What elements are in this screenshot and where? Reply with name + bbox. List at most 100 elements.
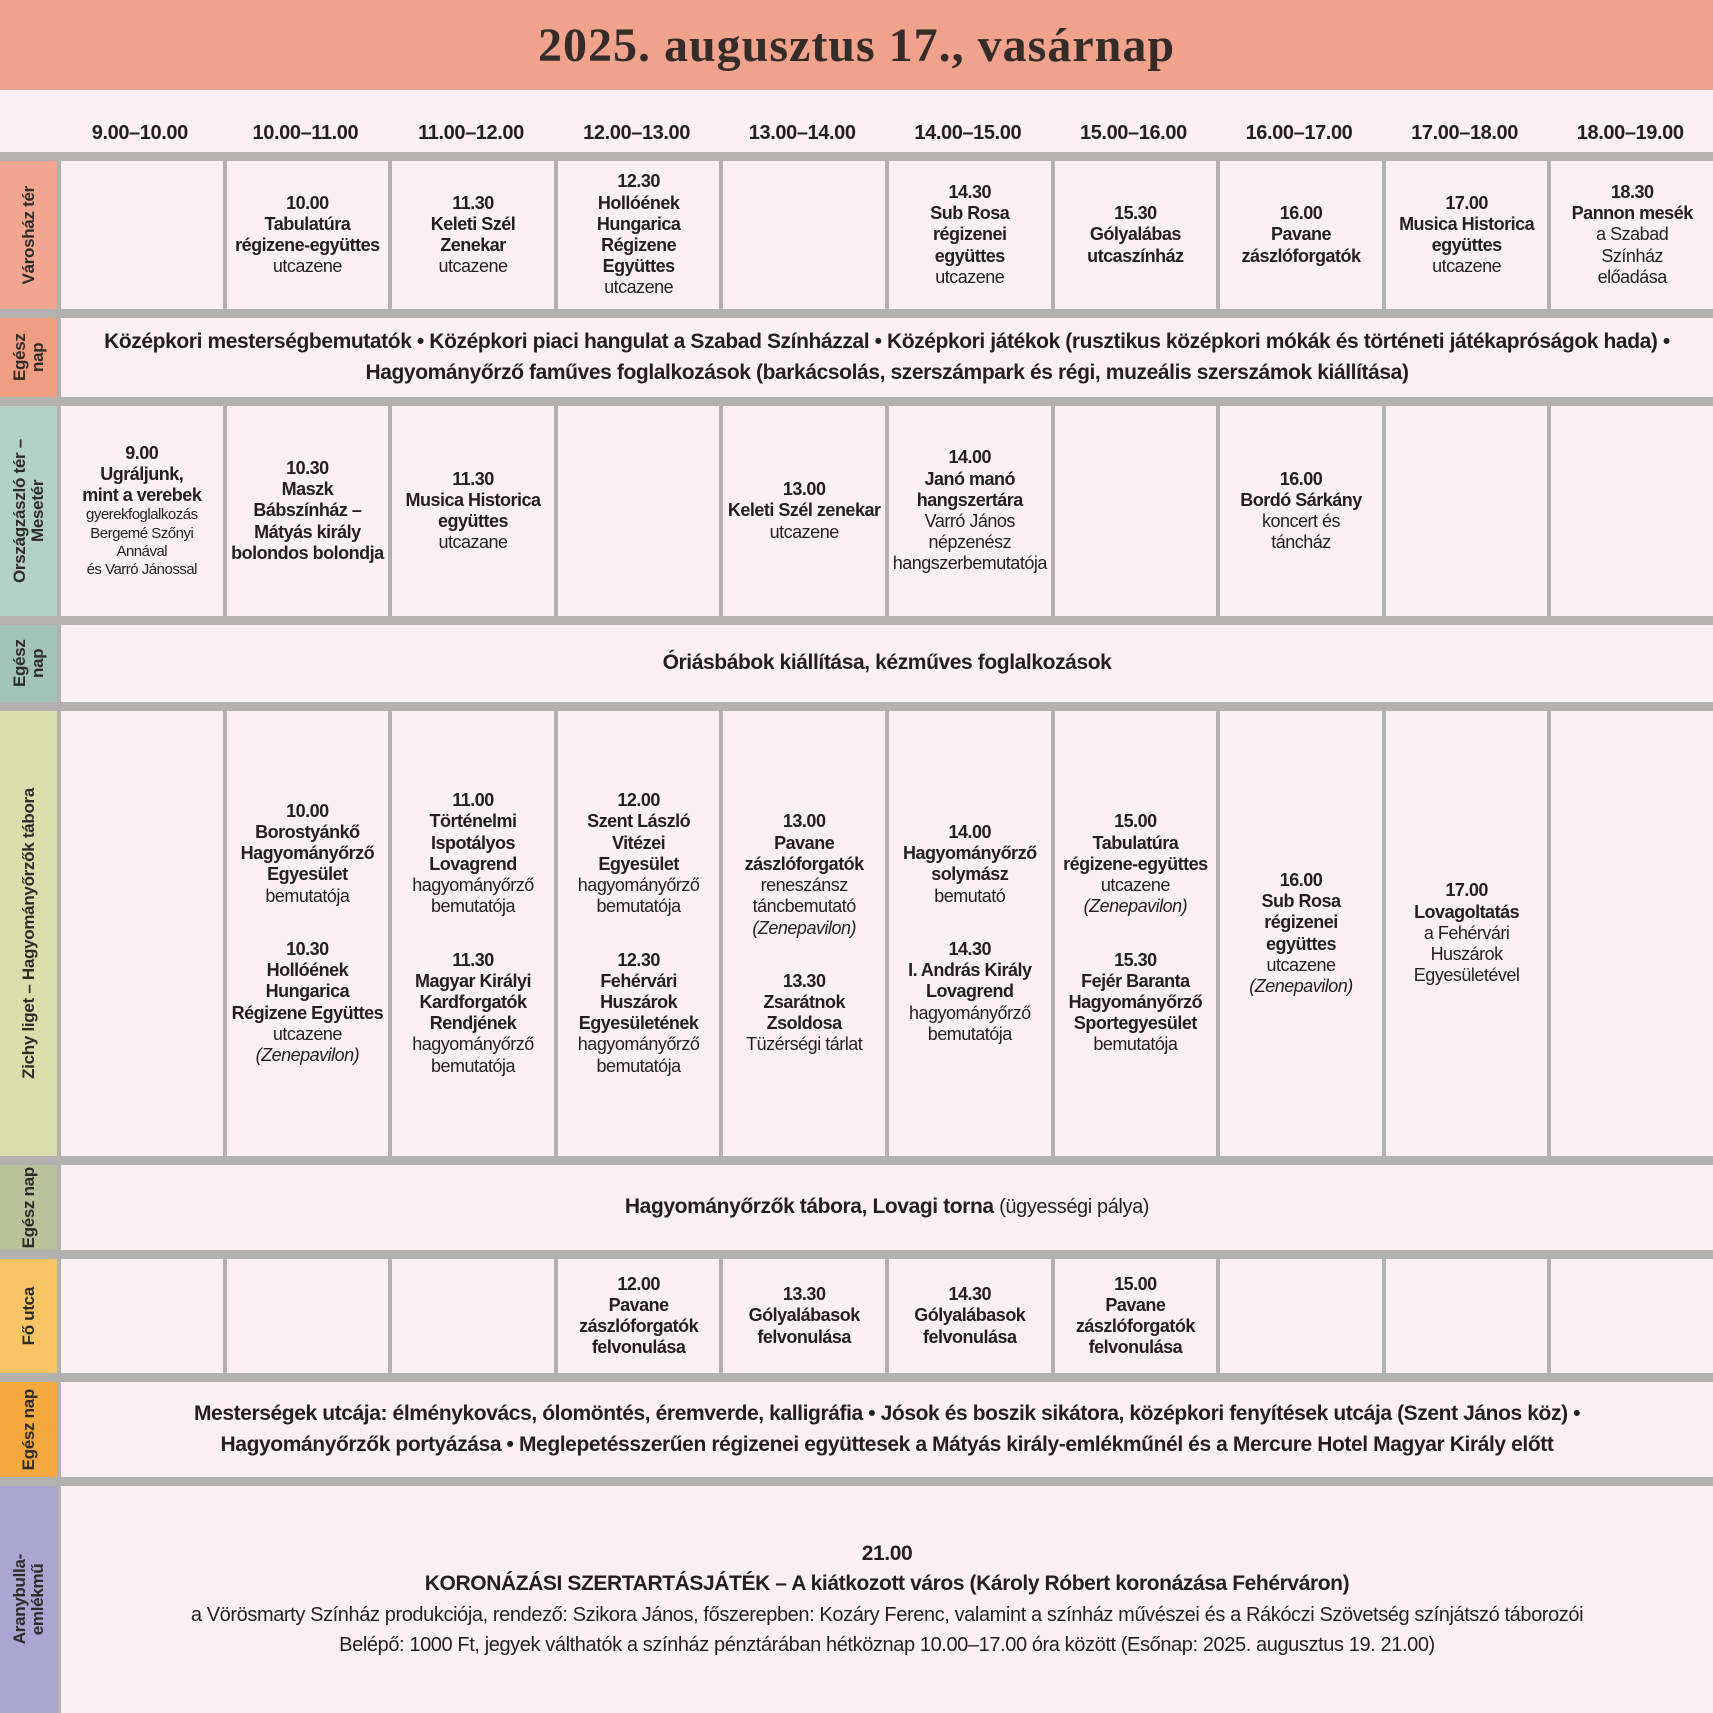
event-line: utcazene [769,521,840,542]
event-cell: 13.00 Keleti Szél zenekar utcazene [723,406,885,616]
event-line: Huszárok [1430,944,1504,965]
event-line: 13.00 [782,479,826,500]
allday-text-line: Hagyományőrzők tábora, Lovagi torna (ügy… [624,1195,1150,1219]
time-slot-label: 16.00–17.00 [1245,122,1353,144]
event-line: 12.00 [617,1273,660,1294]
event-line: Régizene [601,235,677,255]
event-line: 11.30 [452,192,494,213]
event-line: Borostyánkő [255,821,360,842]
event-line: Lovagoltatás [1414,901,1520,922]
empty-cell [1551,406,1713,616]
event-line: Musica Historica [1399,213,1535,234]
event-line: előadása [1597,266,1668,287]
date-header: 2025. augusztus 17., vasárnap [0,0,1713,90]
event-line: 10.00 [286,800,329,821]
event: 14.00 Hagyományőrző solymász bemutató [903,822,1037,907]
allday-text-line: Hagyományőrző faműves foglalkozások (bar… [365,360,1409,384]
event-line: Tabulatúra [1092,832,1179,853]
event: 13.30 Zsarátnok Zsoldosa Tüzérségi tárlat [746,971,863,1056]
event-line: régizene-együttes [235,235,380,255]
event-line: Fehérvári [600,970,677,991]
event: 12.30 Fehérvári Huszárok Egyesületének hagyo… [578,950,700,1077]
row-label: Egész nap [0,1382,57,1477]
event-line: hagyományőrző [577,875,700,896]
event-line: táncház [1271,532,1331,553]
event: 10.00 Tabulatúra régizene-együttes utcazene [235,193,380,278]
event: 10.00 Borostyánkő Hagyományőrző Egyesület be… [241,801,375,907]
event: 16.00 Bordó Sárkány koncert és táncház [1240,469,1362,554]
event-line: 11.00 [452,790,494,811]
row-label: Egész nap [0,1165,57,1250]
event-line: hangszerbemutatója [892,553,1048,574]
event-line: 17.00 [1445,880,1488,901]
event-line: utcazene [438,256,508,277]
empty-cell [61,161,223,309]
event-cell: 10.00 Tabulatúra régizene-együttes utcazene [226,161,389,309]
event-line: bemutatója [596,896,682,917]
event-line: Sub Rosa [1261,891,1341,912]
event-line: a Szabad [1596,224,1669,245]
allday-text-line: Óriásbábok kiállítása, kézműves foglalko… [662,651,1112,675]
empty-cell [392,1259,554,1373]
event-line: 16.00 [1279,869,1323,890]
schedule-table: Városház tér 10.00 Tabulatúra régizene-együ… [0,161,1713,1713]
row-label-text: Zichy liget – Hagyományőrzők tábora [18,788,38,1079]
event-line: hagyományőrző [412,875,534,896]
event-line: Egyesület [267,864,348,885]
event-cell: 12.00 Pavane zászlóforgatók felvonulása [557,1259,720,1373]
time-slot-label: 13.00–14.00 [748,122,856,144]
event-cell: 14.00 Janó manó hangszertára Varró János nép… [889,406,1051,616]
event-line: zászlóforgatók [744,853,865,874]
event-line: Keleti Szél [430,213,516,234]
event-line: Pavane [1105,1294,1166,1315]
event: 12.00 Pavane zászlóforgatók felvonulása [579,1273,699,1359]
event-line: Hagyományőrző [1068,991,1203,1012]
event: 10.30 Hollóének Hungarica Régizene Együttes… [232,939,384,1066]
event-line: bemutatója [596,1055,682,1076]
event-line: bemutatója [1093,1034,1178,1055]
allday-text-line: Belépő: 1000 Ft, jegyek válthatók a szín… [339,1633,1435,1656]
event-cell: 17.00 Lovagoltatás a Fehérvári Huszárok Egye… [1385,711,1548,1156]
event-line: gyerekfoglalkozás [86,506,198,524]
allday-row: Egész nap Óriásbábok kiállítása, kézműves… [0,625,1713,702]
event: 15.30 Fejér Baranta Hagyományőrző Sportegye… [1069,950,1203,1056]
event-line: Pavane [608,1294,670,1315]
event-line: 12.30 [617,949,660,970]
event-cell: 15.00 Pavane zászlóforgatók felvonulása [1054,1259,1217,1373]
event-line: bemutatója [430,1055,516,1076]
event-line: bemutató [934,885,1006,906]
event-line: 15.30 [1114,949,1157,970]
event-cell: 12.00 Szent László Vitézei Egyesület hagyomá… [557,711,720,1156]
event-line: Bergemé Szőnyi [90,524,194,542]
event-line: hagyományőrző [412,1034,534,1055]
event: 18.30 Pannon mesék a Szabad Színház előadása [1572,182,1694,288]
event-line: bemutatója [265,885,350,906]
event-line: együttes [437,511,509,531]
event-line: Régizene Együttes [231,1002,384,1023]
empty-cell [226,1259,389,1373]
event-line: utcazene [935,266,1005,287]
event-line: utcazene [272,256,343,277]
event-line: Sub Rosa [930,203,1010,224]
event-line: utcazene [1266,954,1336,975]
event-line: 15.30 [1114,203,1157,224]
time-slot-label: 14.00–15.00 [914,122,1022,144]
event-line: koncert és [1261,511,1341,531]
event-cell: 15.30 Gólyalábas utcaszínház [1054,161,1217,309]
event: 13.00 Pavane zászlóforgatók reneszánsz táncb… [744,811,865,938]
event-line: Gólyalábasok [748,1305,861,1326]
allday-text-line: Hagyományőrzők portyázása • Meglepetéssz… [220,1432,1554,1456]
time-slot-label: 15.00–16.00 [1079,122,1187,144]
time-slot-label: 12.00–13.00 [583,122,690,144]
event-line: (Zenepavilon) [1249,975,1353,996]
event-line: felvonulása [757,1326,851,1347]
event-line: Musica Historica [405,489,541,510]
event-line: Pavane [1270,224,1332,245]
time-slot-label: 17.00–18.00 [1411,122,1518,144]
event-line: solymász [931,864,1009,885]
allday-text-cell: 21.00 KORONÁZÁSI SZERTARTÁSJÁTÉK – A kiát… [61,1486,1713,1713]
event-line: felvonulása [591,1337,686,1358]
allday-text-line: Mesterségek utcája: élménykovács, ólomön… [193,1402,1581,1426]
event-cell: 12.30 Hollóének Hungarica Régizene Együttes u… [557,161,720,309]
empty-cell [1220,1259,1382,1373]
